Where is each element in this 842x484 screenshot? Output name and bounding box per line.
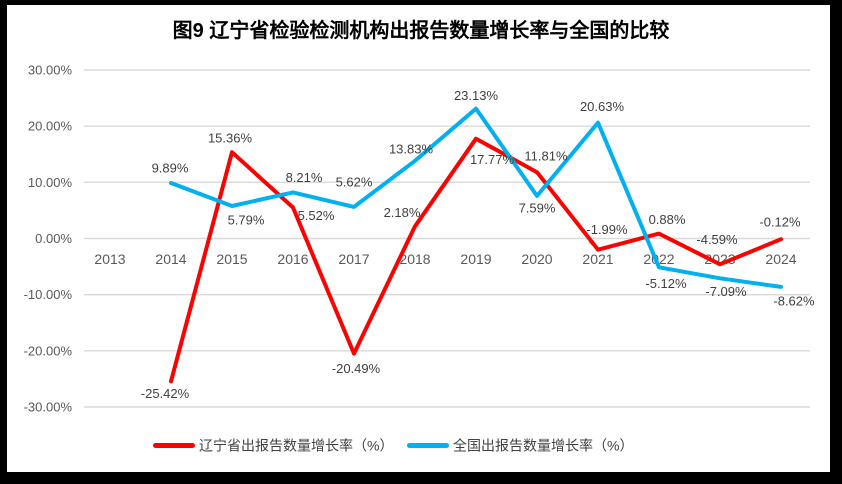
growth-rate-line-chart: 图9 辽宁省检验检测机构出报告数量增长率与全国的比较 30.00% 20.00% 1… [24, 18, 815, 454]
data-label: 2.18% [384, 205, 421, 220]
data-label: 23.13% [454, 88, 499, 103]
x-axis-tick-label: 2016 [277, 251, 308, 267]
data-label: -7.09% [705, 284, 747, 299]
x-axis-tick-label: 2015 [216, 251, 247, 267]
data-label: 0.88% [649, 212, 686, 227]
x-axis-tick-label: 2022 [643, 251, 674, 267]
x-axis-tick-label: 2014 [155, 251, 186, 267]
data-label: 9.89% [152, 161, 189, 176]
data-label: -8.62% [773, 293, 815, 308]
chart-title: 图9 辽宁省检验检测机构出报告数量增长率与全国的比较 [173, 18, 670, 42]
series-line [169, 136, 783, 384]
x-axis-tick-label: 2024 [765, 251, 796, 267]
y-axis-tick-label: 20.00% [28, 119, 73, 134]
x-axis-tick-label: 2021 [582, 251, 613, 267]
x-axis-tick-label: 2020 [521, 251, 552, 267]
y-axis-labels: 30.00% 20.00% 10.00% 0.00% -10.00% -20.00% -30… [24, 63, 73, 415]
data-label: 17.77% [470, 152, 515, 167]
data-labels: -25.42% 15.36% 5.52% -20.49% 2.18% 17.77% 11.8… [141, 88, 815, 401]
legend-item: 辽宁省出报告数量增长率（%） [153, 438, 393, 454]
legend-item-label: 全国出报告数量增长率（%） [453, 438, 633, 454]
data-label: 5.79% [228, 213, 265, 228]
data-label: 7.59% [519, 200, 556, 215]
x-axis-tick-label: 2013 [94, 251, 125, 267]
data-label: 5.62% [336, 174, 373, 189]
data-label: -0.12% [759, 215, 801, 230]
legend-swatch [153, 443, 195, 448]
legend-swatch [407, 443, 449, 448]
y-axis-tick-label: -30.00% [24, 400, 73, 415]
data-label: 20.63% [580, 99, 625, 114]
data-label: 11.81% [524, 149, 568, 164]
data-label: -5.12% [645, 276, 687, 291]
x-axis-tick-label: 2018 [399, 251, 430, 267]
y-axis-tick-label: -20.00% [24, 343, 73, 358]
x-axis-tick-label: 2017 [338, 251, 369, 267]
data-label: 5.52% [298, 208, 335, 223]
chart-legend: 辽宁省出报告数量增长率（%） 全国出报告数量增长率（%） [153, 438, 633, 454]
x-axis-labels: 2013 2014 2015 2016 2017 2018 2019 2020 2021 2022… [94, 251, 796, 267]
y-axis-tick-label: 0.00% [35, 231, 72, 246]
legend-item: 全国出报告数量增长率（%） [407, 438, 633, 454]
legend-item-label: 辽宁省出报告数量增长率（%） [199, 438, 393, 454]
data-label: -1.99% [586, 222, 628, 237]
data-label: -25.42% [141, 386, 190, 401]
data-label: -4.59% [696, 232, 738, 247]
series-line [169, 106, 783, 289]
y-axis-tick-label: 10.00% [28, 175, 73, 190]
x-axis-tick-label: 2019 [460, 251, 491, 267]
data-label: -20.49% [332, 361, 381, 376]
data-label: 15.36% [208, 131, 253, 146]
y-axis-tick-label: -10.00% [24, 287, 73, 302]
y-axis-tick-label: 30.00% [28, 63, 73, 78]
data-label: 8.21% [286, 170, 323, 185]
series-lines [169, 106, 783, 384]
data-label: 13.83% [389, 141, 434, 156]
